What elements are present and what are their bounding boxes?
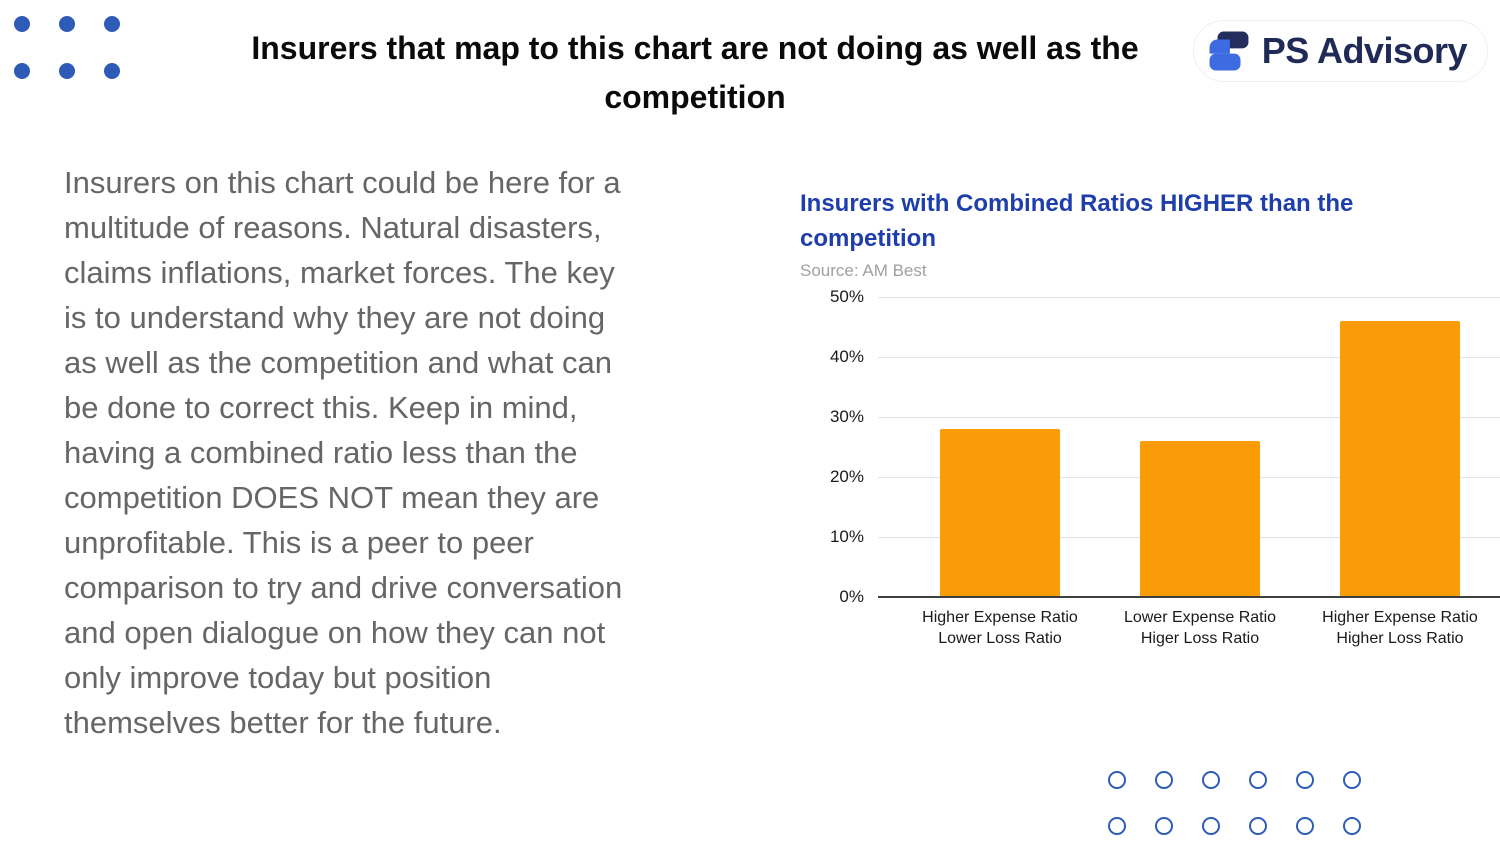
chart-title-line-1: Insurers with Combined Ratios HIGHER tha…: [800, 190, 1354, 217]
dot-icon: [104, 63, 120, 79]
ring-icon: [1343, 817, 1361, 835]
body-paragraph-line: claims inflations, market forces. The ke…: [64, 255, 615, 290]
dot-icon: [59, 16, 75, 32]
y-tick-label: 40%: [829, 347, 864, 366]
y-tick-label: 50%: [829, 287, 864, 306]
bar-higher-expense-higher-loss: [1340, 321, 1460, 597]
bar-higher-expense-lower-loss: [940, 429, 1060, 597]
body-paragraph-line: as well as the competition and what can: [64, 345, 612, 380]
chart-source: Source: AM Best: [800, 261, 927, 280]
body-paragraph-line: multitude of reasons. Natural disasters,: [64, 210, 602, 245]
ring-icon: [1296, 817, 1314, 835]
body-paragraph-line: unprofitable. This is a peer to peer: [64, 525, 534, 560]
bar-slot-3: [1300, 297, 1500, 597]
bar-slot-2: [1100, 297, 1300, 597]
ring-icon: [1249, 771, 1267, 789]
x-label-3: Higher Expense Ratio Higher Loss Ratio: [1322, 609, 1478, 647]
body-paragraph-line: having a combined ratio less than the: [64, 435, 578, 470]
chart-x-axis-labels: Higher Expense Ratio Lower Loss Ratio Lo…: [800, 607, 1500, 649]
ring-icon: [1296, 771, 1314, 789]
ps-advisory-logo-icon: [1209, 31, 1249, 71]
ring-icon: [1249, 817, 1267, 835]
ring-icon: [1202, 817, 1220, 835]
ring-icon: [1108, 771, 1126, 789]
bar-lower-expense-higher-loss: [1140, 441, 1260, 597]
y-tick-label: 30%: [829, 407, 864, 426]
page-title-line-2: competition: [604, 79, 786, 115]
body-paragraph: Insurers on this chart could be here for…: [64, 160, 764, 745]
dot-icon: [14, 16, 30, 32]
dot-icon: [59, 63, 75, 79]
body-paragraph-line: competition DOES NOT mean they are: [64, 480, 600, 515]
ring-icon: [1343, 771, 1361, 789]
ring-grid-decoration: [1108, 771, 1361, 835]
ring-icon: [1202, 771, 1220, 789]
chart-title-line-2: competition: [800, 225, 936, 252]
chart-bars: [878, 297, 1500, 597]
ps-advisory-logo-text: PS Advisory: [1261, 30, 1468, 71]
ring-icon: [1108, 817, 1126, 835]
body-paragraph-line: Insurers on this chart could be here for…: [64, 165, 621, 200]
body-paragraph-line: comparison to try and drive conversation: [64, 570, 623, 605]
page-title: Insurers that map to this chart are not …: [0, 24, 1390, 122]
body-paragraph-line: and open dialogue on how they can not: [64, 615, 606, 650]
chart-plot-row: 50% 40% 30% 20% 10% 0%: [800, 287, 1500, 606]
bar-slot-1: [900, 297, 1100, 597]
y-tick-label: 10%: [829, 527, 864, 546]
dot-icon: [14, 63, 30, 79]
chart-plot-area: [878, 297, 1500, 598]
body-paragraph-line: only improve today but position: [64, 660, 492, 695]
body-paragraph-line: is to understand why they are not doing: [64, 300, 606, 335]
x-label-2: Lower Expense Ratio Higer Loss Ratio: [1123, 609, 1277, 647]
chart-title: Insurers with Combined Ratios HIGHER tha…: [800, 186, 1500, 256]
ps-advisory-logo: PS Advisory: [1192, 20, 1488, 82]
page-title-line-1: Insurers that map to this chart are not …: [251, 30, 1139, 66]
x-label-1: Higher Expense Ratio Lower Loss Ratio: [922, 609, 1078, 647]
chart-y-axis: 50% 40% 30% 20% 10% 0%: [800, 287, 878, 606]
ring-icon: [1155, 817, 1173, 835]
dot-grid-decoration: [14, 16, 120, 79]
body-paragraph-line: themselves better for the future.: [64, 705, 502, 740]
y-tick-label: 20%: [829, 467, 864, 486]
y-tick-label: 0%: [839, 587, 864, 606]
body-paragraph-line: be done to correct this. Keep in mind,: [64, 390, 578, 425]
ring-icon: [1155, 771, 1173, 789]
combined-ratio-chart: Insurers with Combined Ratios HIGHER tha…: [800, 186, 1500, 649]
dot-icon: [104, 16, 120, 32]
chart-x-axis-line: [878, 596, 1500, 598]
